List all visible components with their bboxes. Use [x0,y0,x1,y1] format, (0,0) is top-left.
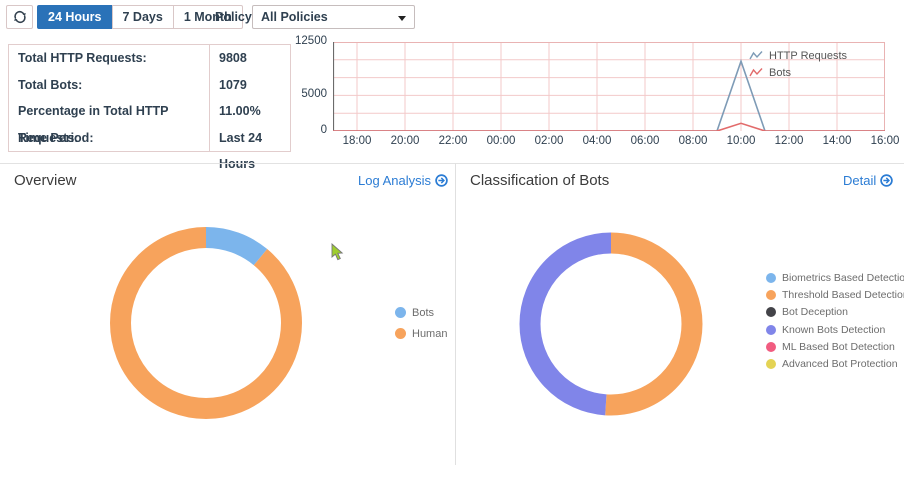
legend-swatch-icon [766,307,776,318]
legend-label: Bot Deception [782,306,848,319]
row-label: Total HTTP Requests: [9,45,210,72]
legend-item[interactable]: Human [395,323,447,344]
x-tick-label: 14:00 [822,135,852,147]
legend-label: Biometrics Based Detection [782,271,904,284]
time-range-24-hours-button[interactable]: 24 Hours [37,5,112,29]
legend-item[interactable]: Advanced Bot Protection [766,355,904,372]
mouse-cursor [331,243,344,261]
traffic-chart-legend: HTTP Requests Bots [749,47,847,81]
legend-label: Advanced Bot Protection [782,358,898,371]
table-row: Time Period: Last 24 Hours [9,124,290,172]
x-tick-label: 00:00 [486,135,516,147]
legend-item[interactable]: Bot Deception [766,304,904,321]
legend-label: Bots [769,66,792,79]
legend-item[interactable]: Biometrics Based Detection [766,269,904,286]
overview-legend: Bots Human [395,302,447,344]
x-tick-label: 04:00 [582,135,612,147]
time-range-7-days-button[interactable]: 7 Days [111,5,173,29]
row-value: Last 24 Hours [219,130,263,172]
legend-label: HTTP Requests [769,49,848,62]
legend-swatch-icon [395,328,406,339]
legend-label: Threshold Based Detection [782,288,904,301]
arrow-circle-right-icon [435,174,448,187]
policy-select[interactable]: All Policies [252,5,415,29]
detail-link[interactable]: Detail [843,173,894,188]
row-value: 1079 [219,77,247,92]
classification-section-title: Classification of Bots [470,172,610,189]
legend-label: Known Bots Detection [782,323,886,336]
legend-item[interactable]: Known Bots Detection [766,321,904,338]
refresh-icon [13,10,27,24]
x-tick-label: 18:00 [342,135,372,147]
log-analysis-link-label: Log Analysis [358,173,431,188]
log-analysis-link[interactable]: Log Analysis [358,173,448,188]
line-series-icon [749,51,763,60]
overview-section-title: Overview [14,172,77,189]
x-tick-label: 06:00 [630,135,660,147]
policy-select-value: All Policies [261,10,328,24]
classification-legend: Biometrics Based Detection Threshold Base… [766,269,904,373]
y-tick-label: 0 [320,124,327,136]
row-value: 9808 [219,51,247,65]
line-series-icon [749,68,763,77]
y-tick-label: 5000 [301,88,327,101]
row-label: Total Bots: [9,71,210,98]
traffic-line-chart [333,42,885,131]
classification-donut-chart [519,232,703,416]
legend-swatch-icon [766,272,776,283]
overview-donut-chart [110,227,302,419]
legend-label: ML Based Bot Detection [782,340,895,353]
y-tick-label: 12500 [295,35,327,47]
legend-item-bots[interactable]: Bots [749,64,847,81]
legend-label: Bots [412,306,435,319]
x-tick-label: 02:00 [534,135,564,147]
legend-item[interactable]: ML Based Bot Detection [766,338,904,355]
detail-link-label: Detail [843,173,877,188]
x-tick-label: 20:00 [390,135,420,147]
arrow-circle-right-icon [880,174,894,187]
summary-table: Total HTTP Requests: 9808 Total Bots: 10… [8,44,291,172]
chevron-down-icon [398,16,406,21]
x-tick-label: 12:00 [774,135,804,147]
legend-swatch-icon [766,359,776,370]
row-value: 11.00% [219,104,261,118]
x-tick-label: 10:00 [726,135,756,147]
legend-item[interactable]: Threshold Based Detection [766,286,904,303]
row-label: Time Period: [9,124,210,151]
row-label: Percentage in Total HTTP Requests: [9,98,210,145]
horizontal-divider [0,163,904,164]
time-range-1-month-button[interactable]: 1 Month [172,5,243,29]
x-tick-label: 08:00 [678,135,708,147]
legend-swatch-icon [766,289,776,300]
table-row: Percentage in Total HTTP Requests: 11.00… [9,98,290,145]
legend-swatch-icon [395,307,406,318]
vertical-divider [455,163,456,465]
table-row: Total Bots: 1079 [9,71,290,98]
legend-item[interactable]: Bots [395,302,447,323]
x-tick-label: 22:00 [438,135,468,147]
table-row: Total HTTP Requests: 9808 [9,45,290,72]
policy-label: Policy [215,10,252,24]
x-tick-label: 16:00 [870,135,900,147]
refresh-button[interactable] [6,5,33,29]
legend-item-http-requests[interactable]: HTTP Requests [749,47,847,64]
legend-label: Human [412,327,448,340]
legend-swatch-icon [766,324,776,335]
legend-swatch-icon [766,341,776,352]
time-range-button-group: 24 Hours 7 Days 1 Month [37,5,243,29]
